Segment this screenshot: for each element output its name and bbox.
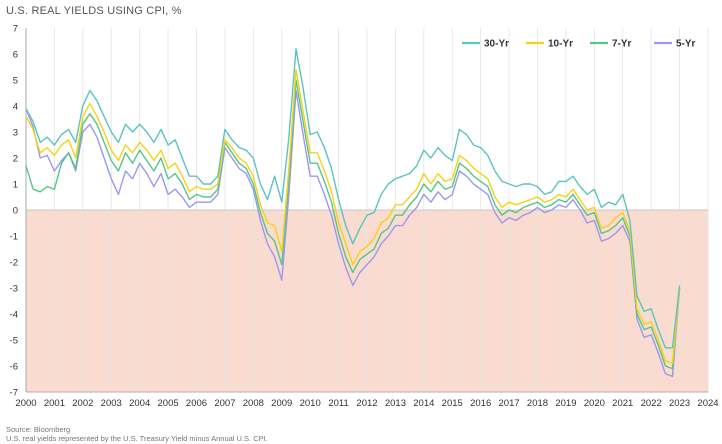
y-tick-label: -7 — [10, 388, 18, 399]
x-tick-label: 2005 — [158, 398, 179, 409]
legend: 30-Yr 10-Yr 7-Yr 5-Yr — [462, 39, 696, 50]
source-note: Source: Bloomberg — [6, 425, 71, 434]
x-tick-label: 2015 — [442, 398, 463, 409]
y-tick-label: 5 — [13, 76, 18, 87]
y-tick-label: -3 — [10, 284, 18, 295]
x-tick-label: 2008 — [243, 398, 264, 409]
axes — [25, 28, 708, 393]
y-tick-label: 0 — [13, 206, 18, 217]
y-tick-label: 2 — [13, 154, 18, 165]
x-tick-label: 2022 — [641, 398, 662, 409]
x-tick-label: 2024 — [697, 398, 718, 409]
x-tick-label: 2016 — [470, 398, 491, 409]
series-line-30-yr — [25, 48, 681, 349]
y-tick-label: -4 — [10, 310, 18, 321]
legend-label-10-yr: 10-Yr — [548, 39, 573, 50]
y-tick-labels: 7 6 5 4 3 2 1 0 -1 -2 -3 -4 -5 -6 -7 — [10, 24, 18, 399]
x-tick-label: 2019 — [555, 398, 576, 409]
legend-label-30-yr: 30-Yr — [484, 39, 509, 50]
legend-label-5-yr: 5-Yr — [676, 39, 696, 50]
x-tick-label: 2023 — [669, 398, 690, 409]
x-tick-label: 2013 — [385, 398, 406, 409]
x-tick-label: 2012 — [356, 398, 377, 409]
x-tick-label: 2010 — [300, 398, 321, 409]
y-tick-label: -6 — [10, 362, 18, 373]
x-tick-label: 2020 — [584, 398, 605, 409]
y-tick-label: -5 — [10, 336, 18, 347]
x-tick-label: 2000 — [15, 398, 36, 409]
chart-title: U.S. REAL YIELDS USING CPI, % — [6, 5, 182, 17]
x-tick-label: 2003 — [101, 398, 122, 409]
x-tick-labels: 2000 2001 2002 2003 2004 2005 2006 2007 2008 2009… — [15, 398, 718, 409]
x-tick-label: 2004 — [129, 398, 150, 409]
x-tick-label: 2014 — [413, 398, 434, 409]
legend-label-7-yr: 7-Yr — [612, 39, 632, 50]
y-tick-label: 3 — [13, 128, 18, 139]
x-tick-label: 2006 — [186, 398, 207, 409]
series-line-10-yr — [25, 68, 681, 365]
y-tick-label: 7 — [13, 24, 18, 35]
x-tick-label: 2002 — [72, 398, 93, 409]
y-tick-label: -2 — [10, 258, 18, 269]
y-tick-label: -1 — [10, 232, 18, 243]
x-tick-label: 2011 — [328, 398, 348, 409]
series-line-7-yr — [25, 79, 681, 370]
series-line-5-yr — [25, 89, 681, 378]
x-tick-label: 2021 — [612, 398, 633, 409]
series-lines — [25, 48, 681, 378]
y-tick-label: 6 — [13, 50, 18, 61]
x-tick-label: 2018 — [527, 398, 548, 409]
x-tick-label: 2001 — [44, 398, 65, 409]
y-tick-label: 4 — [13, 102, 18, 113]
x-tick-label: 2017 — [499, 398, 520, 409]
x-tick-label: 2007 — [214, 398, 235, 409]
description-note: U.S. real yields represented by the U.S.… — [6, 434, 268, 443]
y-tick-label: 1 — [13, 180, 18, 191]
x-tick-label: 2009 — [271, 398, 292, 409]
